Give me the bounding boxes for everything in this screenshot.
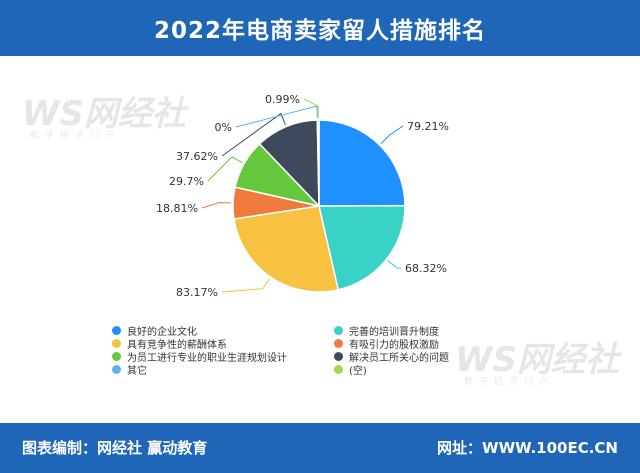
legend-swatch-4 bbox=[112, 352, 121, 361]
watermark-subtext-secondary: 数字经济门户 bbox=[464, 377, 555, 387]
legend-item-5[interactable]: 解决员工所关心的问题 bbox=[334, 349, 449, 364]
legend-label-2: 具有竞争性的薪酬体系 bbox=[127, 340, 227, 351]
data-label-1: 68.32% bbox=[405, 262, 447, 275]
leader-line-2 bbox=[221, 278, 270, 293]
pie-slice-1 bbox=[318, 204, 406, 291]
legend-item-2[interactable]: 具有竞争性的薪酬体系 bbox=[112, 336, 227, 351]
pie-slice-5 bbox=[258, 119, 320, 208]
data-label-6: 0% bbox=[215, 121, 232, 134]
legend-label-0: 良好的企业文化 bbox=[127, 327, 197, 338]
pie-slice-2 bbox=[233, 205, 340, 293]
data-label-7: 0.99% bbox=[265, 93, 300, 106]
footer-credit: 图表编制：网经社 赢动教育 bbox=[22, 439, 208, 457]
leader-line-1 bbox=[387, 260, 402, 269]
leader-line-7 bbox=[303, 98, 319, 119]
legend-item-6[interactable]: 其它 bbox=[112, 362, 147, 377]
legend-label-4: 为员工进行专业的职业生涯规划设计 bbox=[127, 353, 287, 364]
data-label-3: 18.81% bbox=[156, 202, 198, 215]
chart-title: 2022年电商卖家留人措施排名 bbox=[153, 18, 486, 44]
legend-label-3: 有吸引力的股权激励 bbox=[349, 340, 439, 351]
data-label-2: 83.17% bbox=[176, 286, 218, 299]
legend-label-5: 解决员工所关心的问题 bbox=[349, 353, 449, 364]
legend-label-1: 完善的培训晋升制度 bbox=[349, 327, 439, 338]
legend-item-3[interactable]: 有吸引力的股权激励 bbox=[334, 336, 439, 351]
legend-item-4[interactable]: 为员工进行专业的职业生涯规划设计 bbox=[112, 349, 287, 364]
legend-item-0[interactable]: 良好的企业文化 bbox=[112, 323, 197, 338]
data-label-4: 29.7% bbox=[169, 175, 204, 188]
legend-item-7[interactable]: (空) bbox=[334, 362, 367, 377]
legend-item-1[interactable]: 完善的培训晋升制度 bbox=[334, 323, 439, 338]
legend-swatch-7 bbox=[334, 365, 343, 374]
leader-line-3 bbox=[201, 202, 232, 209]
chart-header: 2022年电商卖家留人措施排名 bbox=[0, 0, 640, 56]
legend-swatch-2 bbox=[112, 339, 121, 348]
leader-line-4 bbox=[207, 156, 243, 182]
legend-swatch-3 bbox=[334, 339, 343, 348]
legend-swatch-0 bbox=[112, 326, 121, 335]
legend-swatch-1 bbox=[334, 326, 343, 335]
leader-line-0 bbox=[380, 125, 404, 144]
legend-swatch-6 bbox=[112, 365, 121, 374]
legend-label-6: 其它 bbox=[127, 366, 147, 377]
data-label-5: 37.62% bbox=[176, 150, 218, 163]
legend-swatch-5 bbox=[334, 352, 343, 361]
chart-footer: 图表编制：网经社 赢动教育 网址：WWW.100EC.CN bbox=[0, 423, 640, 473]
legend-label-7: (空) bbox=[349, 366, 367, 377]
watermark-subtext: 数字经济门户 bbox=[30, 131, 121, 141]
data-label-0: 79.21% bbox=[407, 120, 449, 133]
pie-slice-0 bbox=[318, 119, 406, 207]
leader-line-5 bbox=[221, 112, 286, 157]
pie-slice-7 bbox=[316, 119, 320, 207]
footer-website: 网址：WWW.100EC.CN bbox=[437, 439, 618, 457]
